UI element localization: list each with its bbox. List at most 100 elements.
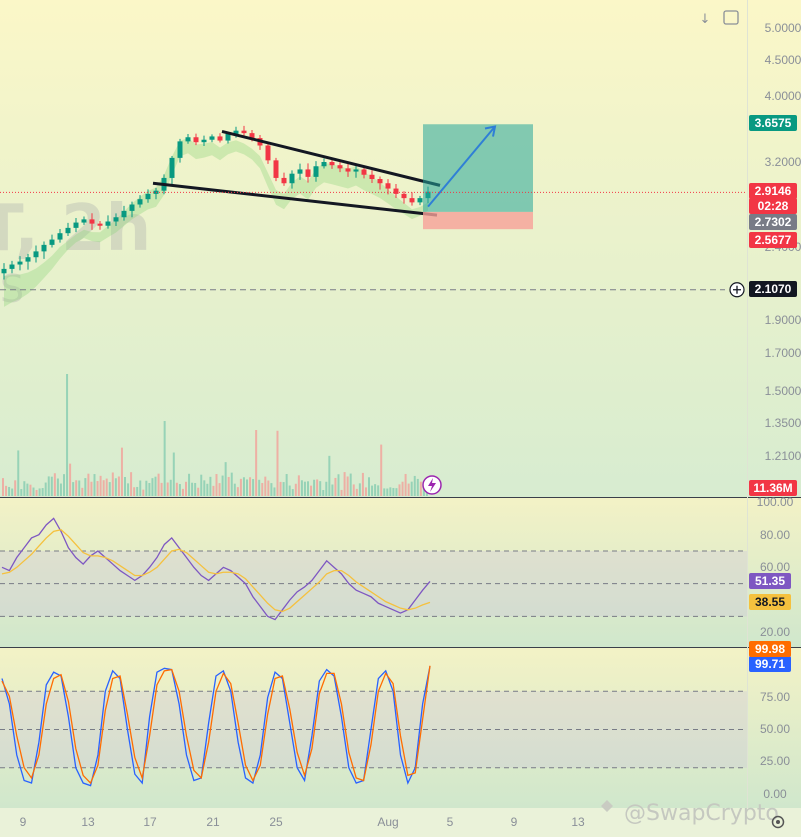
brand-watermark: @SwapCrypto	[601, 800, 779, 826]
candle-body	[369, 174, 375, 179]
candle-body	[281, 177, 287, 184]
candle-body	[297, 169, 303, 174]
level-price-label-bg	[749, 281, 797, 297]
volume-bar	[291, 489, 294, 496]
drawings[interactable]	[0, 124, 747, 298]
candle-body	[137, 199, 143, 205]
volume-bar	[139, 480, 142, 496]
volume-bar	[50, 476, 53, 496]
volume-bar	[117, 476, 120, 496]
volume-bar	[142, 489, 145, 496]
candle-body	[337, 165, 343, 169]
volume-bar	[416, 478, 419, 496]
volume-bar	[215, 474, 218, 496]
volume-bar	[206, 483, 209, 496]
candle-body	[193, 137, 199, 143]
candle-body	[201, 139, 207, 143]
volume-bar	[413, 475, 416, 496]
volume-bar	[422, 488, 425, 496]
volume-value-label[interactable]: 11.36M	[749, 480, 797, 496]
position-target-zone[interactable]	[423, 124, 533, 212]
osc-tick-label: 20.00	[760, 625, 790, 639]
volume-bar	[59, 483, 62, 496]
volume-bar	[300, 480, 303, 496]
volume-bars	[2, 374, 428, 496]
volume-value-label-bg	[749, 480, 797, 496]
osc-last-label-1[interactable]: 38.55	[749, 594, 791, 610]
wedge-upper-line[interactable]	[221, 130, 441, 187]
volume-bar	[163, 421, 166, 496]
volume-bar	[120, 447, 123, 496]
time-axis[interactable]: 9 13 17 21 25 Aug 5 9 13	[20, 815, 585, 829]
price-tick-label: 3.2000	[765, 155, 801, 169]
volume-bar	[63, 474, 65, 496]
last-price-label[interactable]: 2.9146	[749, 183, 797, 199]
level-price-label[interactable]: 2.1070	[749, 281, 797, 297]
candle-body	[57, 233, 63, 240]
osc-last-label-1[interactable]: 99.98	[749, 641, 791, 657]
cloud-area	[4, 138, 428, 307]
events-badge[interactable]	[422, 475, 442, 495]
volume-bar	[307, 481, 309, 496]
volume-bar	[11, 488, 14, 496]
volume-bar	[17, 450, 20, 496]
time-tick-label: 13	[571, 815, 585, 829]
position-stop-zone[interactable]	[423, 211, 533, 230]
volume-bar	[169, 479, 172, 496]
volume-bar	[303, 481, 306, 496]
volume-bar	[322, 489, 325, 496]
volume-bar	[377, 485, 380, 496]
download-button[interactable]: ↓	[694, 8, 716, 28]
time-tick-label: 17	[143, 815, 157, 829]
osc-tick-label: 50.00	[760, 722, 790, 736]
volume-bar	[343, 472, 346, 496]
volume-bar	[352, 484, 355, 496]
volume-bar	[252, 479, 255, 496]
volume-bar	[233, 483, 236, 496]
bar-countdown-label-bg	[749, 198, 797, 214]
candle-body	[49, 239, 55, 245]
projection-arrow[interactable]	[427, 125, 496, 208]
volume-bar	[358, 483, 361, 496]
volume-bar	[230, 472, 233, 496]
osc-tick-label: 0.00	[763, 787, 787, 801]
volume-bar	[368, 477, 370, 496]
volume-bar	[93, 474, 96, 496]
candle-body	[289, 173, 295, 184]
ichimoku-cloud	[4, 138, 428, 307]
osc-last-label-text: 51.35	[755, 574, 785, 588]
volume-bar	[273, 487, 276, 496]
volume-bar	[282, 482, 285, 496]
fullscreen-button[interactable]	[723, 10, 739, 25]
osc-last-label-0[interactable]: 99.71	[749, 656, 791, 672]
price-axis[interactable]: 5.00004.50004.00003.20002.40001.90001.70…	[749, 21, 801, 496]
volume-bar	[145, 480, 148, 496]
volume-bar	[401, 481, 404, 496]
wedge-lower-line[interactable]	[152, 181, 438, 217]
volume-bar	[105, 478, 108, 496]
candle-body	[329, 162, 335, 166]
candles	[1, 125, 431, 280]
entry-price-label[interactable]: 2.7302	[749, 214, 797, 230]
lightning-icon	[428, 478, 436, 492]
target-price-label[interactable]: 3.6575	[749, 115, 797, 131]
candle-body	[321, 162, 327, 167]
settings-button[interactable]	[771, 815, 785, 829]
osc-last-label-0[interactable]: 51.35	[749, 573, 791, 589]
volume-bar	[337, 474, 340, 496]
volume-bar	[191, 482, 194, 496]
volume-bar	[224, 462, 227, 496]
stop-price-label[interactable]: 2.5677	[749, 232, 797, 248]
volume-bar	[35, 489, 38, 496]
arrow-down-icon: ↓	[700, 12, 711, 27]
volume-bar	[53, 473, 56, 496]
gear-icon	[771, 815, 785, 829]
volume-bar	[325, 481, 328, 496]
bar-countdown-label[interactable]: 02:28	[749, 198, 797, 214]
volume-bar	[26, 483, 29, 496]
last-price-label-text: 2.9146	[755, 184, 792, 198]
